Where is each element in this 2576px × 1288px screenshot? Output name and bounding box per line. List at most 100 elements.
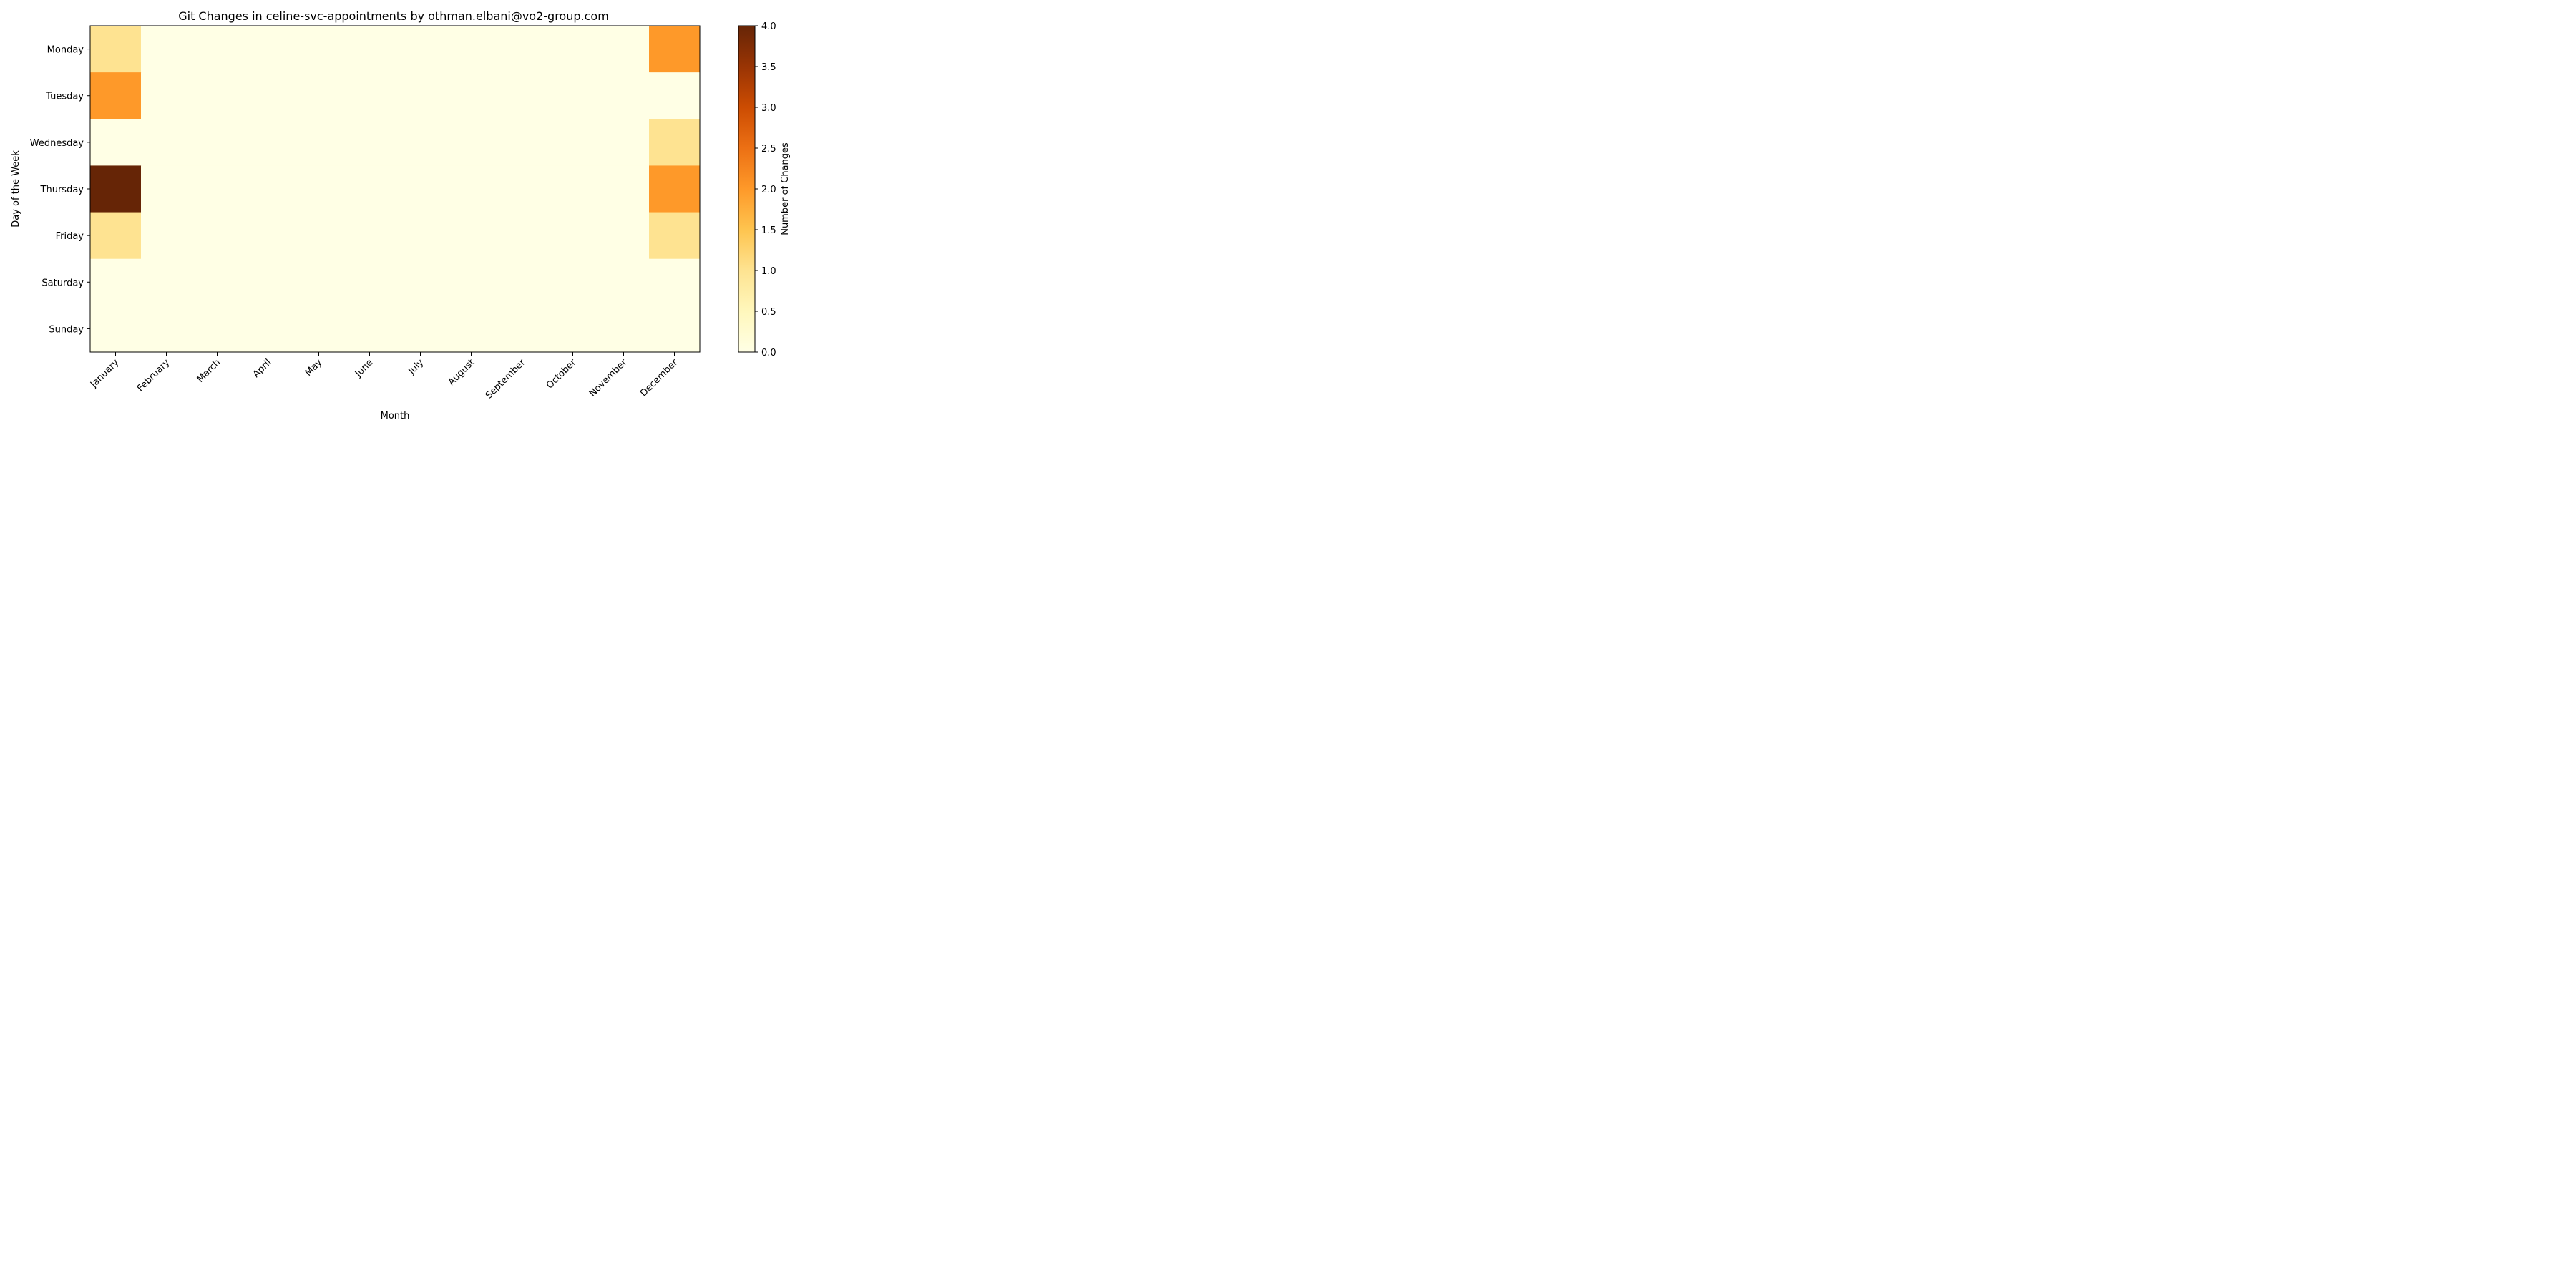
heatmap-cell (446, 72, 497, 119)
heatmap-figure: Git Changes in celine-svc-appointments b… (11, 9, 791, 421)
x-tick-label: December (638, 357, 680, 399)
heatmap-cell (395, 212, 447, 260)
x-tick-label: July (406, 357, 426, 377)
heatmap-cell (344, 72, 396, 119)
y-tick-label: Thursday (40, 185, 84, 195)
heatmap-cell (293, 72, 345, 119)
colorbar-label: Number of Changes (780, 142, 791, 235)
colorbar-tick-label: 1.5 (761, 225, 776, 236)
y-tick-label: Friday (56, 231, 84, 242)
heatmap-cell (141, 212, 192, 260)
heatmap-cell (547, 119, 599, 166)
heatmap-cell (547, 258, 599, 306)
heatmap-cell (598, 305, 650, 353)
heatmap-cell (192, 119, 243, 166)
x-tick-label: October (545, 357, 579, 391)
colorbar-tick-label: 2.0 (761, 185, 776, 195)
heatmap-cell (192, 258, 243, 306)
y-tick-label: Wednesday (30, 138, 84, 149)
heatmap-cell (344, 305, 396, 353)
heatmap-cell (395, 305, 447, 353)
heatmap-cell (446, 305, 497, 353)
y-tick-label: Tuesday (45, 92, 84, 102)
colorbar-gradient (738, 25, 756, 353)
heatmap-cell (649, 119, 701, 166)
heatmap-cell (344, 212, 396, 260)
heatmap-cell (395, 119, 447, 166)
colorbar-tick-label: 3.5 (761, 62, 776, 73)
heatmap-cell (192, 165, 243, 213)
heatmap-cell (192, 26, 243, 73)
heatmap-cell (446, 119, 497, 166)
colorbar-tick-label: 1.0 (761, 266, 776, 277)
heatmap-cell (141, 258, 192, 306)
x-tick-label: May (303, 357, 325, 379)
heatmap-cell (649, 305, 701, 353)
heatmap-cell (344, 119, 396, 166)
heatmap-cell (497, 165, 548, 213)
heatmap-cell (649, 26, 701, 73)
heatmap-cell (598, 165, 650, 213)
x-tick-label: September (484, 357, 528, 401)
heatmap-cell (90, 26, 142, 73)
heatmap-cell (141, 165, 192, 213)
x-tick-label: November (587, 357, 630, 399)
x-tick-label: April (251, 357, 274, 380)
colorbar-tick-label: 0.0 (761, 348, 776, 358)
heatmap-cell (497, 212, 548, 260)
heatmap-cell (497, 72, 548, 119)
heatmap-cell (649, 258, 701, 306)
heatmap-cell (446, 165, 497, 213)
heatmap-cell (90, 212, 142, 260)
chart-title: Git Changes in celine-svc-appointments b… (178, 9, 609, 23)
heatmap-cell (90, 165, 142, 213)
heatmap-cell (344, 258, 396, 306)
colorbar-tick-label: 3.0 (761, 103, 776, 114)
y-axis-label: Day of the Week (11, 150, 21, 228)
heatmap-cell (344, 26, 396, 73)
heatmap-cell (90, 258, 142, 306)
x-tick-label: June (353, 357, 375, 379)
heatmap-cell (141, 119, 192, 166)
heatmap-cell (395, 26, 447, 73)
heatmap-cell (547, 212, 599, 260)
heatmap-cell (293, 305, 345, 353)
heatmap-cell (243, 165, 294, 213)
heatmap-cell (649, 72, 701, 119)
heatmap-cells (90, 26, 701, 353)
x-tick-label: August (447, 357, 477, 388)
heatmap-cell (192, 305, 243, 353)
heatmap-cell (141, 72, 192, 119)
heatmap-cell (497, 258, 548, 306)
heatmap-cell (395, 258, 447, 306)
heatmap-cell (446, 258, 497, 306)
colorbar-tick-label: 2.5 (761, 144, 776, 155)
heatmap-cell (141, 26, 192, 73)
heatmap-cell (344, 165, 396, 213)
y-tick-label: Sunday (49, 324, 84, 335)
heatmap-cell (547, 26, 599, 73)
heatmap-cell (598, 72, 650, 119)
heatmap-cell (141, 305, 192, 353)
heatmap-cell (243, 258, 294, 306)
heatmap-cell (90, 72, 142, 119)
x-tick-label: February (135, 357, 172, 394)
heatmap-cell (293, 119, 345, 166)
heatmap-cell (395, 72, 447, 119)
x-axis: January February March April May June July Augu… (88, 352, 680, 401)
heatmap-cell (598, 119, 650, 166)
x-axis-label: Month (381, 411, 410, 421)
heatmap-cell (192, 212, 243, 260)
heatmap-cell (243, 72, 294, 119)
heatmap-cell (293, 26, 345, 73)
y-tick-label: Saturday (42, 278, 84, 288)
heatmap-cell (293, 258, 345, 306)
heatmap-cell (649, 212, 701, 260)
heatmap-cell (90, 119, 142, 166)
heatmap-cell (293, 212, 345, 260)
heatmap-cell (192, 72, 243, 119)
y-tick-label: Monday (47, 45, 84, 56)
heatmap-cell (395, 165, 447, 213)
heatmap-cell (598, 26, 650, 73)
colorbar: 0.0 0.5 1.0 1.5 2.0 2.5 3.0 3.5 4.0 Number of Ch… (738, 21, 791, 358)
